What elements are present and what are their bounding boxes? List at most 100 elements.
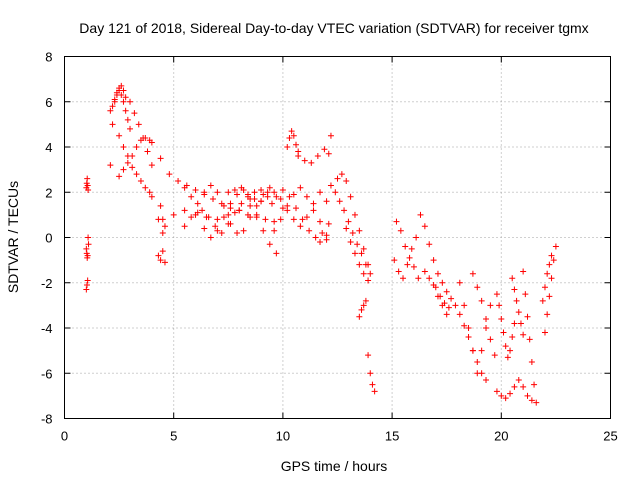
data-point [493,291,500,298]
data-point [273,250,280,257]
data-point [207,182,214,189]
data-point [360,245,367,252]
data-point [310,200,317,207]
data-point [358,250,365,257]
data-point [343,225,350,232]
data-point [273,193,280,200]
data-point [268,200,275,207]
data-point [127,125,134,132]
data-point [513,297,520,304]
data-point [247,202,254,209]
y-tick-label: -4 [41,321,53,336]
data-point [354,241,361,248]
data-point [85,234,92,241]
data-point [148,139,155,146]
y-tick-label: -8 [41,412,53,427]
data-point [240,227,247,234]
data-point [395,268,402,275]
data-point [334,175,341,182]
data-point [118,82,125,89]
data-point [303,214,310,221]
data-point [124,116,131,123]
y-tick-label: 8 [45,50,52,65]
data-point [264,193,271,200]
data-point [148,193,155,200]
data-point [214,216,221,223]
data-point [371,388,378,395]
data-point [498,392,505,399]
data-point [483,315,490,322]
data-point [541,284,548,291]
data-point [293,205,300,212]
data-point [84,277,91,284]
data-point [122,107,129,114]
data-point [533,399,540,406]
data-point [210,196,217,203]
data-point [137,177,144,184]
data-point [548,275,555,282]
data-point [469,347,476,354]
data-point [426,241,433,248]
grid [64,56,611,419]
data-point [507,347,514,354]
data-point [515,377,522,384]
data-point [146,189,153,196]
data-point [509,275,516,282]
data-point [271,189,278,196]
data-point [236,207,243,214]
data-point [133,144,140,150]
data-point [220,214,227,221]
data-point [511,286,518,293]
data-point [279,186,286,193]
data-point [469,270,476,277]
data-point [443,311,450,318]
data-point [500,329,507,336]
data-point [520,383,527,390]
data-point [314,153,321,160]
data-point [406,254,413,261]
y-tick-label: 6 [45,95,52,110]
data-point [502,343,509,350]
data-point [323,236,330,243]
data-point [120,166,127,173]
data-point [83,282,90,289]
data-point [522,291,529,298]
data-point [120,87,127,94]
data-point [181,207,188,214]
data-point [297,223,304,230]
data-point [325,150,332,157]
data-point [140,134,147,141]
data-point [461,322,468,329]
data-point [231,186,238,193]
data-point [220,202,227,209]
data-point [509,334,516,341]
x-tick-label: 20 [494,429,508,444]
data-point [321,146,328,153]
y-axis-label: SDTVAR / TECUs [5,181,21,293]
data-point [404,261,411,268]
data-point [84,252,91,259]
data-point [327,182,334,189]
data-point [161,259,168,266]
data-point [541,329,548,336]
data-point [491,352,498,359]
data-point [142,184,149,191]
data-point [192,186,199,193]
data-point [286,193,293,200]
data-point [109,121,116,128]
data-point [188,214,195,221]
chart-title: Day 121 of 2018, Sidereal Day-to-day VTE… [79,20,588,36]
data-point [144,148,151,155]
x-tick-label: 5 [170,429,177,444]
data-point [234,229,241,236]
x-tick-label: 0 [61,429,68,444]
data-point [347,239,354,246]
data-point [338,171,345,178]
data-point [159,248,166,255]
data-point [415,275,422,282]
data-point [284,202,291,209]
data-point [271,227,278,234]
data-point [393,218,400,225]
data-point [402,243,409,250]
data-point [360,302,367,309]
